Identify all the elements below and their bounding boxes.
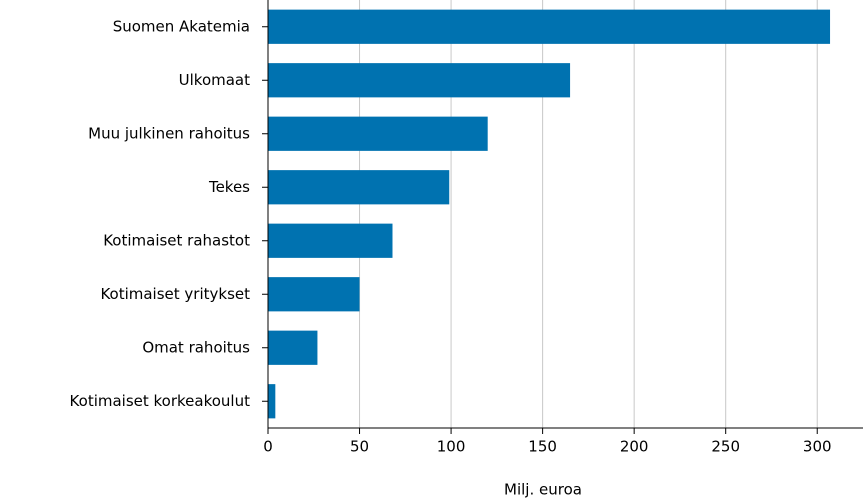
- x-axis-label: Milj. euroa: [504, 481, 582, 499]
- x-tick-label: 100: [437, 438, 466, 456]
- y-tick-label: Suomen Akatemia: [113, 17, 250, 35]
- y-tick-label: Kotimaiset korkeakoulut: [70, 392, 251, 410]
- y-tick-label: Kotimaiset rahastot: [103, 231, 250, 249]
- bar: [268, 330, 318, 365]
- x-tick-label: 0: [263, 438, 273, 456]
- bar: [268, 223, 393, 258]
- x-tick-label: 300: [803, 438, 832, 456]
- x-tick-label: 50: [350, 438, 369, 456]
- x-tick-label: 250: [711, 438, 740, 456]
- bar: [268, 9, 831, 44]
- bar: [268, 384, 276, 419]
- y-tick-label: Tekes: [208, 178, 250, 196]
- y-tick-label: Ulkomaat: [179, 71, 250, 89]
- bar: [268, 116, 488, 151]
- bar: [268, 170, 450, 205]
- y-tick-label: Omat rahoitus: [142, 338, 250, 356]
- bar: [268, 63, 571, 98]
- y-tick-label: Kotimaiset yritykset: [100, 285, 250, 303]
- bar: [268, 277, 360, 312]
- x-tick-label: 150: [528, 438, 557, 456]
- y-tick-label: Muu julkinen rahoitus: [88, 124, 250, 142]
- x-tick-label: 200: [620, 438, 649, 456]
